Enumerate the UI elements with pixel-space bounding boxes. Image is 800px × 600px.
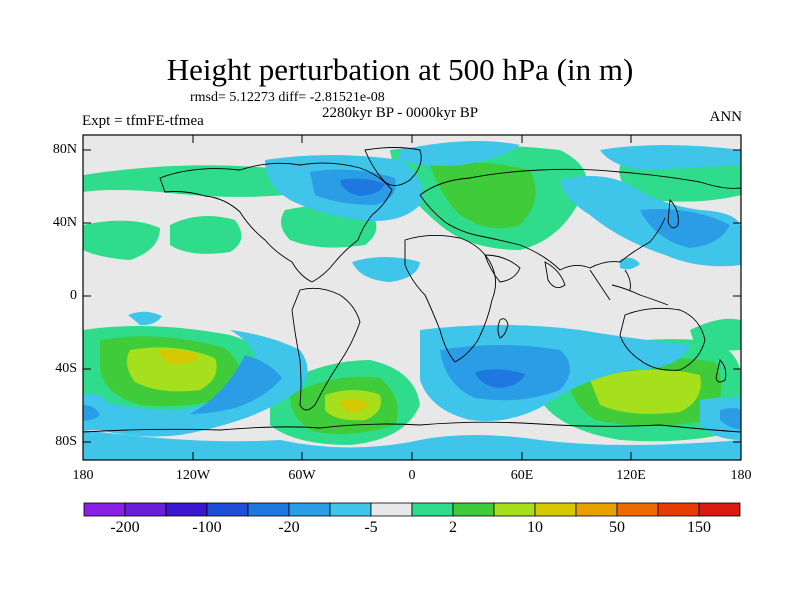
- colorbar-label: -20: [278, 519, 300, 536]
- colorbar-box: [247, 502, 290, 517]
- contour-south-pacific-yellow: [160, 349, 200, 365]
- coast-japan: [667, 199, 679, 229]
- colorbar-box: [411, 502, 454, 517]
- coast-madagascar: [497, 318, 509, 339]
- period-subtitle: 2280kyr BP - 0000kyr BP: [322, 105, 479, 121]
- coast-new-zealand: [715, 359, 727, 383]
- contour-e-indian-blue2: [720, 408, 741, 430]
- colorbar-box: [575, 502, 618, 517]
- coast-arabia-india: [484, 254, 566, 289]
- lat-label-equator: 0: [70, 288, 77, 303]
- lat-label-40s: 40S: [55, 361, 77, 376]
- contour-pacific-ne-green: [619, 160, 741, 202]
- coast-se-asia: [589, 269, 669, 306]
- contour-field: [83, 141, 741, 460]
- colorbar-box: [370, 502, 413, 517]
- coast-south-america: [291, 287, 361, 411]
- contour-atlantic-blue: [352, 257, 420, 282]
- experiment-label: Expt = tfmFE-tfmea: [82, 113, 204, 129]
- contour-asia-blue-core: [640, 209, 730, 248]
- contour-antarctic-blue: [83, 430, 741, 460]
- contour-small-cyan: [128, 311, 162, 326]
- lon-label-120w: 120W: [175, 468, 211, 483]
- map-title: Height perturbation at 500 hPa (in m): [166, 52, 634, 87]
- coast-australia: [619, 307, 706, 371]
- contour-philippines-cyan: [620, 257, 640, 270]
- colorbar-box: [534, 502, 577, 517]
- colorbar-box: [206, 502, 249, 517]
- colorbar-box: [616, 502, 659, 517]
- contour-s-indian-blue3: [475, 369, 525, 388]
- colorbar-box: [657, 502, 700, 517]
- colorbar-box: [452, 502, 495, 517]
- season-label: ANN: [709, 109, 743, 125]
- lon-label-60e: 60E: [510, 468, 534, 483]
- colorbar-box: [165, 502, 208, 517]
- lon-label-180-east: 180: [730, 468, 752, 483]
- lon-label-180-west: 180: [72, 468, 94, 483]
- contour-n-america-green: [170, 216, 242, 254]
- colorbar-box: [288, 502, 331, 517]
- lat-label-80n: 80N: [52, 142, 77, 157]
- contour-s-atlantic-yellow: [338, 399, 370, 413]
- coast-north-america: [159, 162, 393, 283]
- lon-label-0: 0: [408, 468, 416, 483]
- coast-europe-asia: [419, 168, 741, 271]
- colorbar-box: [124, 502, 167, 517]
- coast-africa: [404, 235, 496, 363]
- contour-indian-yellowgreen: [590, 369, 701, 414]
- lon-label-120e: 120E: [616, 468, 646, 483]
- contour-se-pacific-blue: [83, 330, 308, 437]
- lat-label-80s: 80S: [55, 434, 77, 449]
- contour-sw-pacific-blue2: [83, 405, 100, 421]
- lat-label-40n: 40N: [52, 215, 77, 230]
- coast-greenland: [364, 147, 422, 186]
- contour-arctic-blue: [400, 141, 520, 166]
- colorbar-label: 50: [609, 519, 625, 536]
- contour-n-pacific-green: [83, 165, 290, 197]
- contour-se-pacific-blue2: [190, 355, 282, 414]
- colorbar-box: [83, 502, 126, 517]
- contour-n-america-blue-deep: [340, 178, 385, 196]
- colorbar: [83, 502, 741, 517]
- colorbar-label: -200: [110, 519, 140, 536]
- colorbar-label: 2: [449, 519, 457, 536]
- colorbar-box: [698, 502, 741, 517]
- contour-n-pacific-green2: [83, 220, 160, 260]
- contour-pacific-green-south: [690, 318, 741, 351]
- lon-label-60w: 60W: [288, 468, 316, 483]
- colorbar-box: [329, 502, 372, 517]
- colorbar-label: 150: [687, 519, 711, 536]
- coastlines: [83, 147, 741, 433]
- axis-ticks: [83, 135, 741, 460]
- coast-antarctica: [83, 421, 741, 433]
- contour-eurasia-green: [430, 162, 536, 229]
- colorbar-box: [493, 502, 536, 517]
- colorbar-label: 10: [527, 519, 543, 536]
- rmsd-diff-stats: rmsd= 5.12273 diff= -2.81521e-08: [190, 90, 385, 105]
- colorbar-label: -5: [364, 519, 378, 536]
- colorbar-label: -100: [192, 519, 222, 536]
- contour-arctic-pacific-blue: [600, 145, 741, 170]
